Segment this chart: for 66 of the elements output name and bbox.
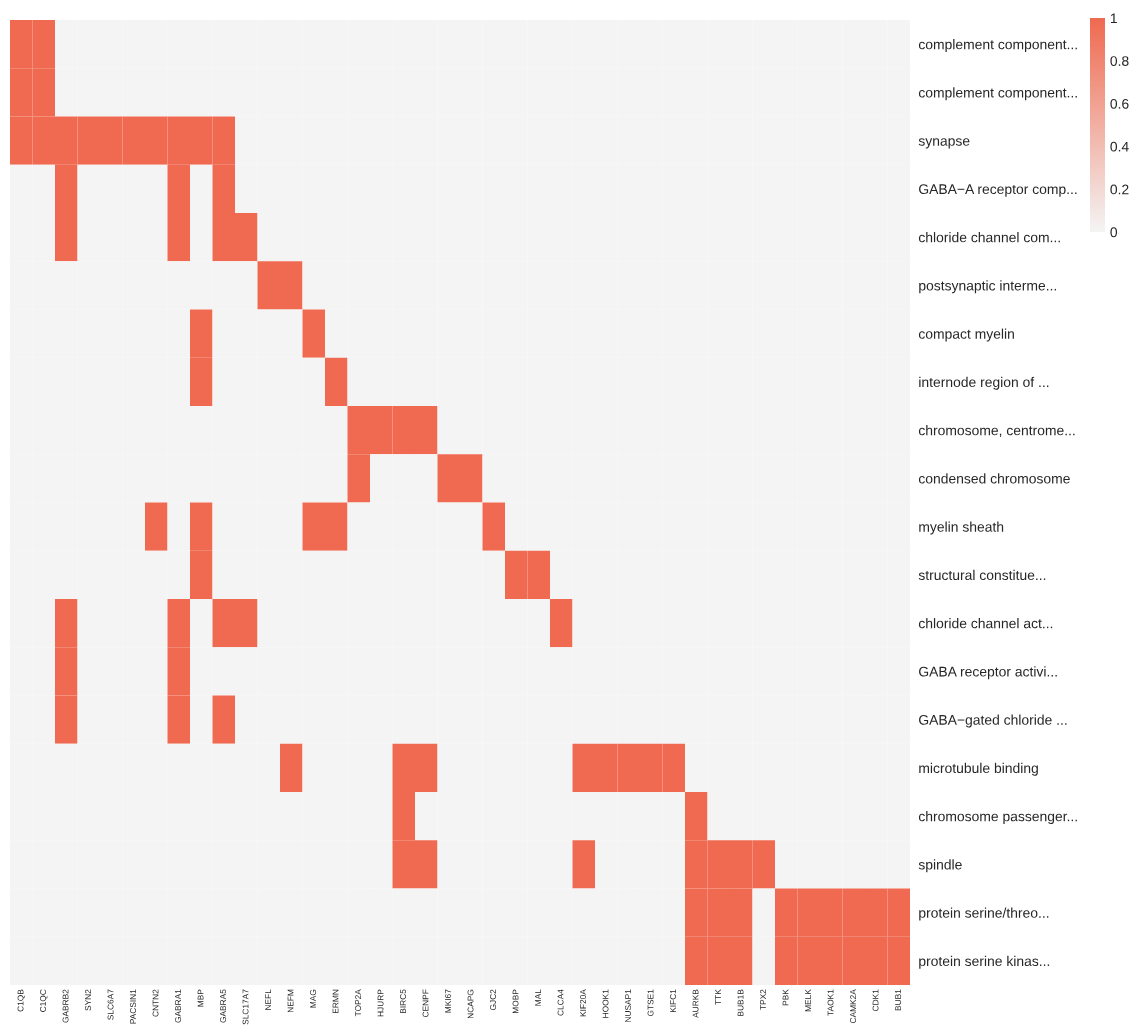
x-tick-label: GABRA1 xyxy=(175,989,181,1023)
x-tick-label: MBP xyxy=(197,989,204,1007)
x-tick-label: GJC2 xyxy=(490,989,496,1011)
x-tick-label: MAL xyxy=(535,989,541,1006)
color-bar-label: 1 xyxy=(1110,13,1117,24)
x-tick-label: SLC6A7 xyxy=(107,989,114,1020)
x-tick-label: KIF20A xyxy=(580,989,586,1017)
x-tick-label: NEFM xyxy=(287,989,294,1013)
x-tick-label: TAOK1 xyxy=(827,989,834,1016)
color-bar-label: 0.8 xyxy=(1110,56,1129,66)
x-tick-label: MELK xyxy=(805,989,811,1012)
x-tick-label: CAMK2A xyxy=(850,989,856,1024)
y-tick-label: GABA receptor activi... xyxy=(919,666,1057,680)
x-tick-label: MKI67 xyxy=(445,989,451,1013)
color-bar-label: 0.6 xyxy=(1110,98,1129,109)
x-tick-label: NUSAP1 xyxy=(625,989,631,1022)
x-tick-label: C1QB xyxy=(17,989,25,1012)
y-tick-label: compact myelin xyxy=(918,328,1014,342)
x-tick-label: NEFL xyxy=(265,989,271,1010)
x-tick-label: TTK xyxy=(715,989,721,1005)
x-tick-label: GTSE1 xyxy=(647,989,654,1017)
x-tick-label: ERMN xyxy=(332,989,339,1014)
x-tick-label: PBK xyxy=(782,989,789,1006)
x-tick-label: GABRA5 xyxy=(220,989,226,1023)
x-tick-label: HJURP xyxy=(377,989,384,1017)
x-tick-label: TPX2 xyxy=(760,989,766,1010)
x-tick-label: CDK1 xyxy=(872,989,879,1011)
x-tick-label: MOBP xyxy=(512,989,519,1014)
y-tick-label: spindle xyxy=(918,859,962,873)
y-tick-label: structural constitue... xyxy=(918,569,1046,581)
x-tick-label: CNTN2 xyxy=(152,989,159,1017)
x-tick-label: TOP2A xyxy=(355,989,361,1017)
y-tick-label: chromosome, centrome... xyxy=(918,425,1075,437)
y-tick-label: chloride channel com... xyxy=(918,232,1060,243)
color-bar-label: 0.2 xyxy=(1110,184,1129,195)
x-tick-label: CLCA4 xyxy=(557,989,564,1016)
y-tick-label: protein serine/threo... xyxy=(919,907,1049,921)
x-tick-label: SYN2 xyxy=(85,989,91,1011)
y-tick-label: internode region of ... xyxy=(919,376,1049,390)
color-bar-label: 0 xyxy=(1110,227,1118,238)
x-tick-label: MAG xyxy=(310,989,316,1008)
y-tick-label: myelin sheath xyxy=(919,521,1004,535)
color-bar-label: 0.4 xyxy=(1110,141,1129,152)
x-tick-label: BUB1B xyxy=(737,989,744,1016)
x-tick-label: HOOK1 xyxy=(602,989,609,1018)
y-tick-label: chloride channel act... xyxy=(918,618,1053,629)
x-tick-label: C1QC xyxy=(40,989,48,1012)
y-tick-label: protein serine kinas... xyxy=(919,955,1050,969)
x-tick-label: BIRC5 xyxy=(400,989,406,1014)
y-tick-label: complement component... xyxy=(918,87,1077,101)
x-tick-label: PACSIN1 xyxy=(130,989,136,1024)
y-tick-label: microtubule binding xyxy=(919,762,1038,776)
y-tick-label: postsynaptic interme... xyxy=(919,280,1057,294)
y-tick-label: GABA−gated chloride ... xyxy=(919,714,1067,728)
x-tick-label: SLC17A7 xyxy=(242,989,249,1025)
x-tick-label: AURKB xyxy=(692,989,699,1018)
y-tick-label: complement component... xyxy=(918,39,1077,53)
x-tick-label: GABRB2 xyxy=(62,989,69,1023)
y-tick-label: synapse xyxy=(918,138,970,149)
y-tick-label: condensed chromosome xyxy=(918,473,1070,484)
x-tick-label: BUB1 xyxy=(895,989,901,1011)
y-tick-label: chromosome passenger... xyxy=(918,811,1077,825)
x-tick-label: NCAPG xyxy=(467,989,474,1019)
x-tick-label: CENPF xyxy=(422,989,429,1017)
y-tick-label: GABA−A receptor comp... xyxy=(919,184,1077,197)
x-tick-label: KIFC1 xyxy=(670,989,676,1013)
